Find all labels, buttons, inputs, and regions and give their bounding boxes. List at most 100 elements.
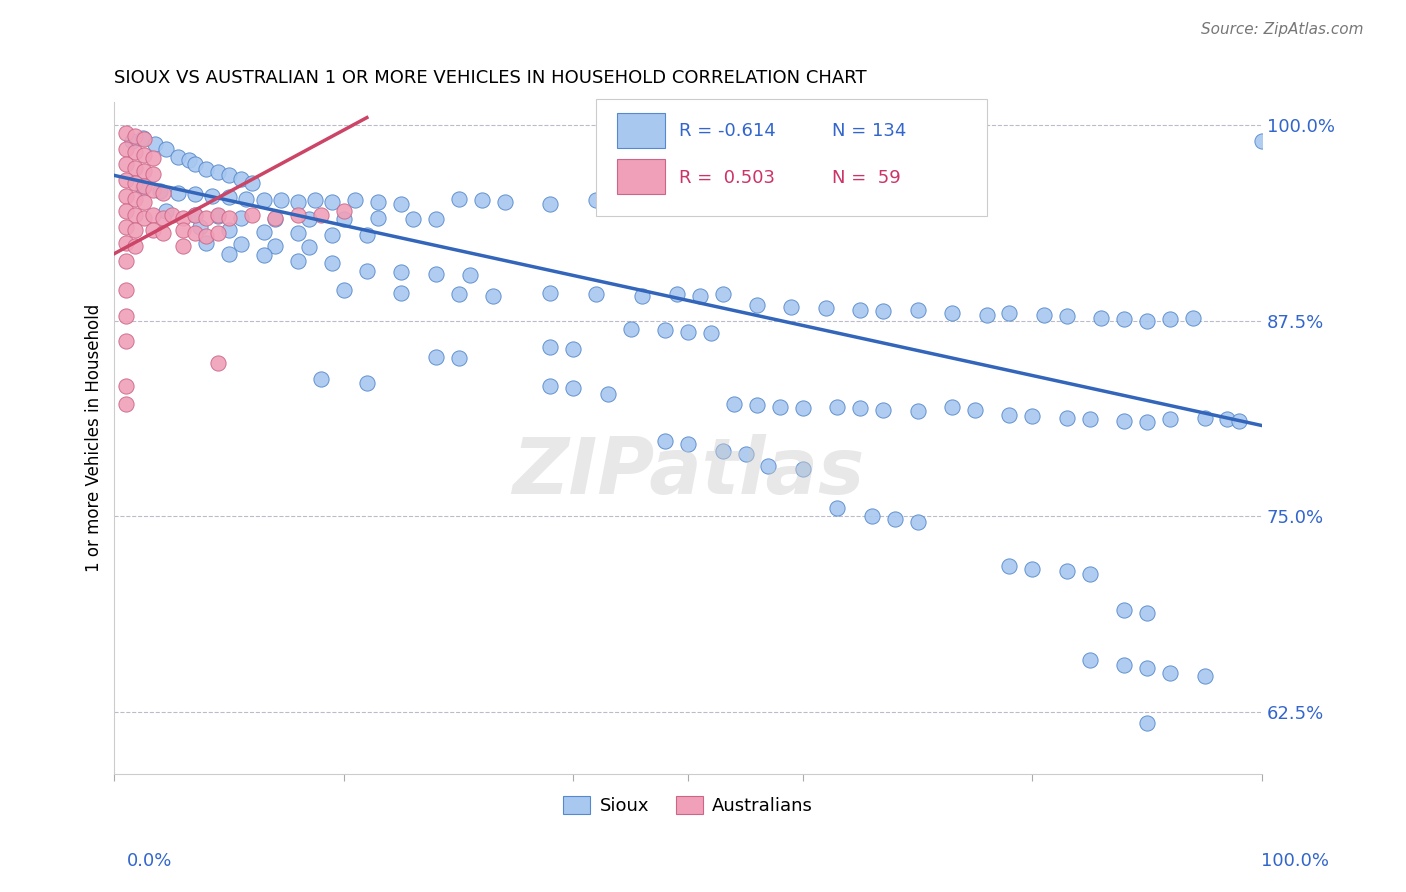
Point: [115, 142, 138, 156]
Point: [860, 509, 883, 524]
Point: [792, 194, 814, 208]
Point: [115, 309, 138, 323]
Point: [124, 161, 146, 175]
Point: [152, 186, 174, 200]
Point: [700, 326, 723, 341]
Point: [134, 211, 156, 225]
Point: [240, 176, 263, 190]
Legend: Sioux, Australians: Sioux, Australians: [557, 789, 820, 822]
Point: [620, 321, 643, 335]
Point: [124, 192, 146, 206]
Point: [849, 401, 872, 416]
Point: [827, 400, 849, 414]
Point: [998, 408, 1021, 422]
Point: [1114, 414, 1136, 428]
Point: [160, 207, 183, 221]
Point: [207, 356, 229, 370]
Point: [309, 371, 332, 385]
Point: [562, 381, 585, 395]
Point: [218, 246, 240, 260]
Point: [115, 220, 138, 235]
Point: [367, 211, 389, 225]
Point: [631, 289, 654, 303]
Point: [1078, 412, 1101, 426]
Point: [124, 223, 146, 237]
Point: [872, 304, 894, 318]
Point: [134, 194, 156, 209]
Point: [1182, 310, 1205, 325]
Point: [155, 204, 177, 219]
Point: [389, 285, 412, 300]
Point: [264, 211, 287, 225]
Point: [240, 207, 263, 221]
Point: [827, 194, 849, 208]
Point: [585, 194, 607, 208]
Point: [218, 223, 240, 237]
Point: [124, 145, 146, 159]
Point: [207, 227, 229, 241]
Text: SIOUX VS AUSTRALIAN 1 OR MORE VEHICLES IN HOUSEHOLD CORRELATION CHART: SIOUX VS AUSTRALIAN 1 OR MORE VEHICLES I…: [114, 69, 868, 87]
Point: [907, 516, 929, 530]
Point: [1159, 665, 1181, 680]
Point: [152, 211, 174, 225]
Point: [540, 340, 562, 354]
Point: [769, 400, 792, 414]
Point: [177, 153, 200, 167]
Point: [132, 131, 155, 145]
Point: [134, 148, 156, 162]
Point: [190, 220, 212, 235]
Point: [814, 301, 837, 316]
Point: [124, 239, 146, 253]
Point: [447, 192, 470, 206]
Point: [333, 283, 356, 297]
Point: [367, 194, 389, 209]
Point: [389, 265, 412, 279]
Point: [184, 187, 207, 202]
Point: [184, 227, 207, 241]
Text: R =  0.503: R = 0.503: [679, 169, 775, 187]
Point: [482, 289, 505, 303]
Point: [229, 171, 252, 186]
Point: [321, 256, 343, 270]
Point: [1056, 309, 1078, 323]
Point: [458, 268, 481, 283]
Point: [172, 239, 194, 253]
Point: [425, 212, 447, 227]
Point: [389, 196, 412, 211]
Point: [235, 192, 257, 206]
Point: [1136, 314, 1159, 328]
Point: [142, 167, 165, 181]
Point: [1136, 416, 1159, 430]
Point: [665, 287, 688, 301]
Point: [344, 194, 367, 208]
Point: [134, 132, 156, 146]
Point: [201, 188, 224, 202]
Point: [998, 306, 1021, 320]
Point: [356, 227, 378, 242]
Point: [425, 350, 447, 364]
Point: [676, 192, 699, 206]
Point: [287, 227, 309, 241]
Point: [115, 397, 138, 411]
Point: [124, 207, 146, 221]
Point: [287, 194, 309, 209]
Point: [115, 173, 138, 187]
Point: [711, 443, 734, 458]
Text: N =  59: N = 59: [831, 169, 900, 187]
Point: [143, 137, 166, 152]
Text: R = -0.614: R = -0.614: [679, 122, 776, 140]
Point: [218, 169, 240, 183]
Point: [689, 289, 711, 303]
Point: [115, 283, 138, 297]
Point: [321, 227, 343, 242]
Point: [883, 196, 905, 211]
Point: [1136, 715, 1159, 730]
Point: [218, 211, 240, 225]
Point: [124, 129, 146, 144]
Point: [134, 163, 156, 178]
FancyBboxPatch shape: [617, 159, 665, 194]
Point: [654, 323, 676, 337]
Point: [1194, 410, 1216, 425]
Point: [620, 194, 643, 209]
Point: [1159, 312, 1181, 326]
